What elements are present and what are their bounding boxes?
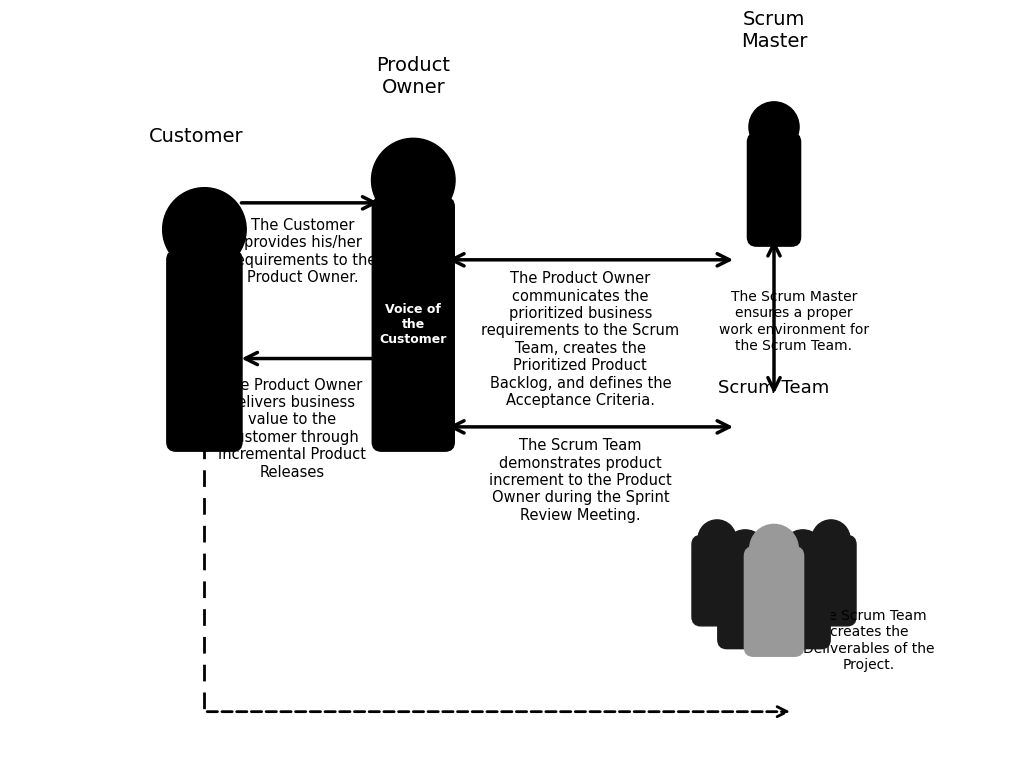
Circle shape bbox=[724, 530, 766, 573]
Text: The Customer
provides his/her
requirements to the
Product Owner.: The Customer provides his/her requiremen… bbox=[230, 218, 377, 285]
Text: The Product Owner
delivers business
value to the
Customer through
Incremental Pr: The Product Owner delivers business valu… bbox=[218, 378, 366, 480]
Circle shape bbox=[698, 520, 736, 558]
FancyBboxPatch shape bbox=[748, 133, 801, 246]
Text: The Scrum Team
demonstrates product
increment to the Product
Owner during the Sp: The Scrum Team demonstrates product incr… bbox=[489, 439, 672, 523]
Text: The Scrum Master
ensures a proper
work environment for
the Scrum Team.: The Scrum Master ensures a proper work e… bbox=[719, 291, 869, 353]
Circle shape bbox=[372, 139, 455, 222]
Circle shape bbox=[812, 520, 850, 558]
FancyBboxPatch shape bbox=[167, 251, 242, 451]
Circle shape bbox=[163, 188, 246, 271]
Text: Product
Owner: Product Owner bbox=[376, 55, 451, 97]
FancyBboxPatch shape bbox=[775, 548, 830, 649]
FancyBboxPatch shape bbox=[718, 548, 772, 649]
Text: Scrum Team: Scrum Team bbox=[719, 379, 829, 397]
FancyBboxPatch shape bbox=[692, 535, 742, 626]
FancyBboxPatch shape bbox=[373, 198, 455, 451]
FancyBboxPatch shape bbox=[744, 547, 804, 656]
Text: The Product Owner
communicates the
prioritized business
requirements to the Scru: The Product Owner communicates the prior… bbox=[481, 271, 679, 408]
FancyBboxPatch shape bbox=[806, 535, 856, 626]
Text: Scrum
Master: Scrum Master bbox=[740, 10, 807, 51]
Text: Customer: Customer bbox=[148, 127, 244, 146]
Circle shape bbox=[781, 530, 824, 573]
Text: Voice of
the
Customer: Voice of the Customer bbox=[380, 303, 446, 346]
Text: The Scrum Team
creates the
Deliverables of the
Project.: The Scrum Team creates the Deliverables … bbox=[803, 609, 935, 671]
Circle shape bbox=[750, 524, 799, 573]
Circle shape bbox=[749, 102, 799, 152]
